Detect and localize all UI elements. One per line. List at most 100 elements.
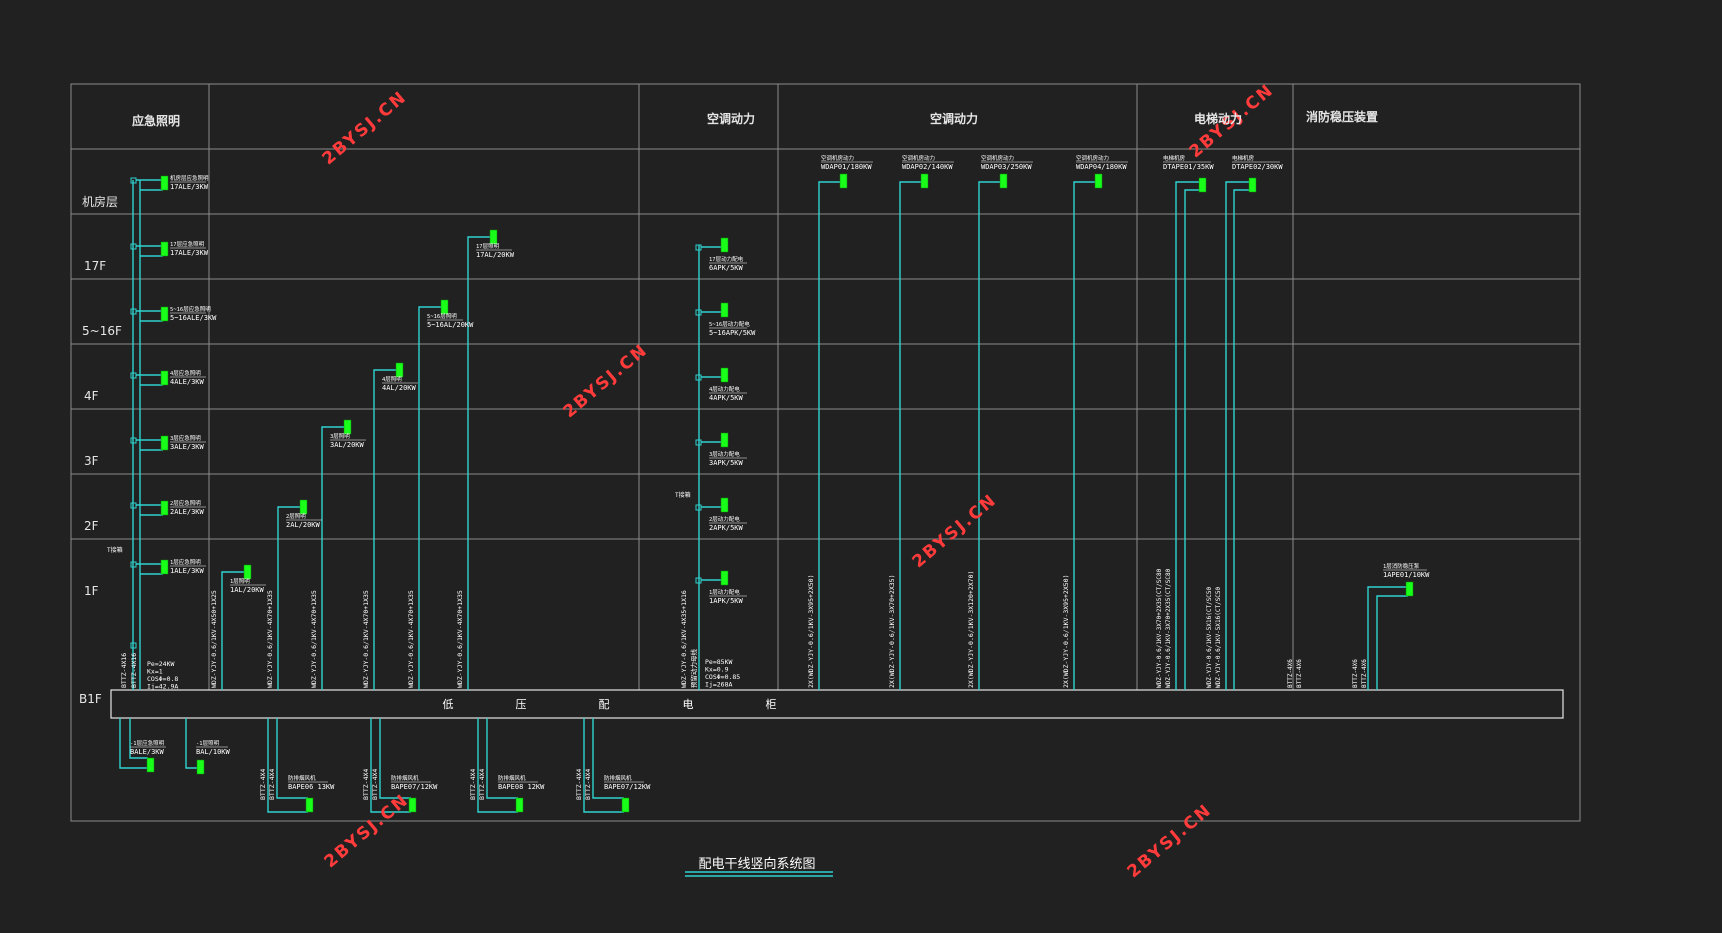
panel-name: 17层应急照明 — [170, 240, 205, 248]
tap-box — [695, 577, 702, 584]
cable-spec: WDZ-YJY-0.6/1KV-3X70+2X35(CT/SC80 — [1165, 568, 1172, 688]
emergency-lighting-box — [160, 435, 169, 451]
panel-id: 1APE01/10KW — [1383, 571, 1430, 579]
tap-box — [695, 244, 702, 251]
feeder-line — [136, 439, 163, 451]
feeder-line — [221, 571, 246, 690]
cable-spec: 2X(WDZ-YJY-0.6/1KV-3X95+2X50) — [807, 575, 815, 689]
panel-name: 防排烟风机 — [391, 774, 419, 782]
calc-text: Ij=42.9A — [147, 683, 178, 691]
ac-power-box — [839, 173, 848, 189]
basement-box — [146, 757, 155, 773]
cable-spec: BTTZ-4X4 — [362, 769, 370, 800]
panel-id: 4APK/5KW — [709, 394, 744, 402]
power-box — [720, 570, 729, 586]
feeder-line — [276, 718, 308, 799]
calc-text: Pe=24KW — [147, 660, 174, 668]
panel-name: 5~16层动力配电 — [709, 320, 750, 328]
feeder-line — [277, 506, 302, 690]
power-box — [720, 367, 729, 383]
panel-id: DTAPE01/35KW — [1163, 163, 1214, 171]
cable-spec: BTTZ-4X4 — [584, 769, 592, 800]
feeder-line — [136, 310, 163, 322]
feeder-line — [370, 718, 411, 813]
panel-name: 4层动力配电 — [709, 385, 740, 393]
fire-pump-box — [1405, 581, 1414, 597]
tap-box — [130, 243, 137, 250]
power-box — [720, 237, 729, 253]
tap-box — [695, 439, 702, 446]
cable-spec: WDZ-YJY-0.6/1KV-4X70+1X35 — [407, 590, 415, 688]
cable-spec: BTTZ-4X6 — [1352, 659, 1359, 688]
panel-id: 2AL/20KW — [286, 521, 321, 529]
power-box — [720, 432, 729, 448]
cable-spec: BTTZ-4X4 — [259, 769, 267, 800]
smoke-fan-box — [621, 797, 630, 813]
panel-name: 1层照明 — [230, 578, 250, 585]
cable-spec: WDZ-YJY-0.6/1KV-4X35+1X16 — [680, 590, 688, 688]
cable-spec: BTTZ-4X6 — [1287, 659, 1294, 688]
te-label: T接箱 — [675, 491, 691, 499]
feeder-line — [267, 718, 308, 813]
panel-id: WDAP03/250KW — [981, 163, 1032, 171]
cable-spec: BTTZ-4X16 — [120, 653, 128, 688]
calc-text: COSΦ=0.85 — [705, 673, 740, 681]
panel-name: 1层动力配电 — [709, 588, 740, 596]
floor-1f: 1F — [84, 584, 99, 598]
feeder-line — [136, 245, 163, 257]
panel-name: 空调机房动力 — [821, 154, 854, 162]
panel-name: 17层动力配电 — [709, 255, 744, 263]
panel-id: 5~16ALE/3KW — [170, 314, 217, 322]
frame-grid — [70, 83, 1581, 822]
panel-id: 17ALE/3KW — [170, 183, 209, 191]
feeder-line — [1175, 181, 1201, 690]
panel-id: 2ALE/3KW — [170, 508, 205, 516]
tap-box — [130, 308, 137, 315]
feeder-line — [583, 718, 624, 813]
cable-spec: WDZ-YJY-0.6/1KV-3X70+2X35(CT/SC80 — [1156, 568, 1163, 688]
panel-id: 1APK/5KW — [709, 597, 744, 605]
panel-name: 3层动力配电 — [709, 450, 740, 458]
lighting-box — [243, 564, 252, 580]
panel-name: 空调机房动力 — [1076, 154, 1109, 162]
low-voltage-panel-char: 柜 — [766, 698, 777, 711]
panel-name: 1层应急照明 — [170, 558, 201, 566]
smoke-fan-box — [515, 797, 524, 813]
feeder-line — [321, 426, 346, 690]
smoke-fan-box — [408, 797, 417, 813]
panel-id: 6APK/5KW — [709, 264, 744, 272]
floor-b1f: B1F — [79, 692, 102, 706]
feeder-line — [119, 718, 148, 769]
power-box — [720, 497, 729, 513]
cable-spec: BTTZ-4X16 — [130, 653, 138, 688]
floor-4f: 4F — [84, 389, 99, 403]
ac-power-box — [920, 173, 929, 189]
cable-spec: BTTZ-4X6 — [1361, 659, 1368, 688]
lighting-box — [440, 299, 449, 315]
tap-box — [130, 502, 137, 509]
feeder-line — [136, 563, 163, 575]
feeder-line — [373, 369, 398, 690]
floor-17f: 17F — [84, 259, 107, 273]
header-ac-power-1: 空调动力 — [707, 112, 756, 126]
calc-text: Ij=268A — [705, 681, 732, 689]
smoke-fan-box — [305, 797, 314, 813]
cable-spec: WDZ-YJY-0.6/1KV-4X70+1X35 — [456, 590, 464, 688]
panel-name: 5~16层照明 — [427, 313, 457, 320]
floor-3f: 3F — [84, 454, 99, 468]
feeder-line — [1184, 189, 1201, 690]
cable-spec: WDZ-YJY-0.6/1KV-4X70+1X35 — [310, 590, 318, 688]
power-box — [720, 302, 729, 318]
feeder-line — [477, 718, 518, 813]
cable-spec: BTTZ-4X4 — [268, 769, 276, 800]
feeder-line — [129, 718, 148, 759]
lighting-box — [395, 362, 404, 378]
panel-name: 4层应急照明 — [170, 369, 201, 377]
cable-spec: WDZ-YJY-0.6/1KV-5X16(CT/SC50 — [1215, 586, 1222, 688]
panel-id: BAPE06 13KW — [288, 783, 335, 791]
floor-5-16f: 5~16F — [82, 324, 122, 338]
panel-name: 4层照明 — [382, 376, 402, 383]
panel-id: 4ALE/3KW — [170, 378, 205, 386]
cable-spec: WDZ-YJY-0.6/1KV-4X70+1X35 — [362, 590, 370, 688]
